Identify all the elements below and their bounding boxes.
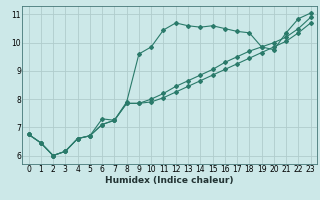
X-axis label: Humidex (Indice chaleur): Humidex (Indice chaleur) [105,176,234,185]
